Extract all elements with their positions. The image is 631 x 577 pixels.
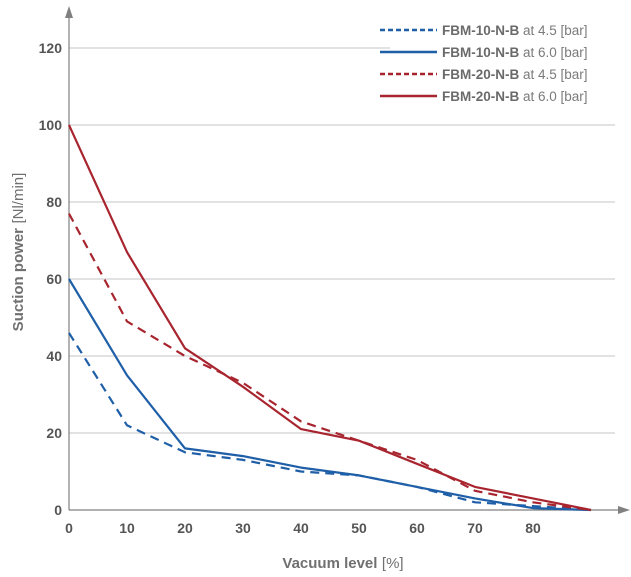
x-tick-label: 0 [65, 520, 73, 536]
legend-series-name: FBM-10-N-B [442, 45, 519, 60]
legend-series-condition: at 6.0 [bar] [519, 89, 587, 104]
series-line-0 [68, 332, 592, 512]
y-tick-labels: 0 20 40 60 80 100 120 [39, 40, 63, 518]
legend-series-name: FBM-20-N-B [442, 67, 519, 82]
x-axis-title-main: Vacuum level [282, 555, 377, 572]
x-axis-title: Vacuum level [%] [282, 555, 403, 572]
series-line-2 [68, 213, 592, 512]
y-tick-label: 100 [39, 117, 63, 133]
legend-entry-1: FBM-10-N-B at 6.0 [bar] [442, 45, 588, 60]
x-tick-label: 80 [525, 520, 541, 536]
series-line-3 [67, 124, 592, 512]
legend-series-name: FBM-20-N-B [442, 89, 519, 104]
x-tick-label: 60 [409, 520, 425, 536]
y-axis-title-unit: [Nl/min] [10, 173, 27, 224]
x-tick-label: 20 [177, 520, 193, 536]
series-line-1 [68, 278, 592, 512]
y-axis-arrow-icon [65, 6, 73, 18]
legend: FBM-10-N-B at 4.5 [bar]FBM-10-N-B at 6.0… [380, 23, 588, 104]
y-tick-label: 20 [46, 425, 62, 441]
y-tick-label: 40 [46, 348, 62, 364]
legend-series-name: FBM-10-N-B [442, 23, 519, 38]
axes [65, 6, 630, 514]
x-tick-label: 10 [119, 520, 135, 536]
legend-series-condition: at 4.5 [bar] [519, 23, 587, 38]
x-axis-title-unit: [%] [382, 555, 404, 572]
legend-entry-2: FBM-20-N-B at 4.5 [bar] [442, 67, 588, 82]
x-tick-label: 70 [467, 520, 483, 536]
x-axis-arrow-icon [618, 506, 630, 514]
y-tick-label: 120 [39, 40, 63, 56]
legend-entry-3: FBM-20-N-B at 6.0 [bar] [442, 89, 588, 104]
x-tick-labels: 0 10 20 30 40 50 60 70 80 [65, 520, 541, 536]
x-tick-label: 50 [351, 520, 367, 536]
y-tick-label: 60 [46, 271, 62, 287]
y-tick-label: 80 [46, 194, 62, 210]
legend-entry-0: FBM-10-N-B at 4.5 [bar] [442, 23, 588, 38]
y-axis-title-main: Suction power [10, 228, 27, 332]
x-tick-label: 40 [293, 520, 309, 536]
grid-lines [69, 47, 615, 434]
y-axis-title: Suction power [Nl/min] [10, 173, 27, 332]
legend-series-condition: at 4.5 [bar] [519, 67, 587, 82]
series-lines [67, 124, 592, 512]
x-tick-label: 30 [235, 520, 251, 536]
y-tick-label: 0 [54, 502, 62, 518]
legend-series-condition: at 6.0 [bar] [519, 45, 587, 60]
